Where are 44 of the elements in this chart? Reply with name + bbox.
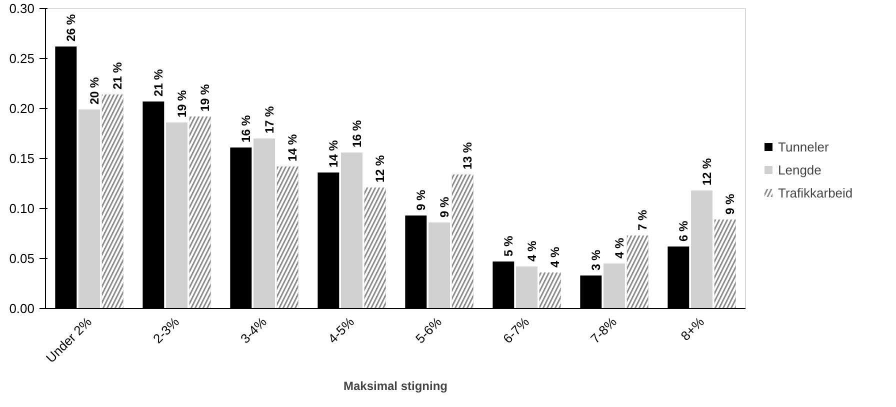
bar bbox=[254, 138, 275, 308]
bar bbox=[691, 190, 712, 308]
legend-label: Trafikkarbeid bbox=[778, 185, 853, 200]
data-label: 16 % bbox=[350, 120, 364, 148]
data-label: 20 % bbox=[87, 76, 102, 104]
data-label: 16 % bbox=[238, 114, 253, 142]
data-label: 6 % bbox=[676, 220, 690, 242]
data-label: 17 % bbox=[262, 106, 276, 134]
data-label: 4 % bbox=[548, 246, 562, 268]
bar bbox=[341, 152, 362, 308]
bar bbox=[166, 122, 188, 308]
data-label: 21 % bbox=[110, 62, 125, 90]
data-label: 7 % bbox=[636, 209, 650, 230]
data-label: 12 % bbox=[700, 158, 714, 186]
data-label: 9 % bbox=[723, 193, 738, 214]
data-label: 9 % bbox=[437, 196, 452, 218]
data-label: 5 % bbox=[501, 235, 516, 256]
bar bbox=[604, 264, 625, 308]
data-label: 26 % bbox=[64, 14, 78, 42]
data-label: 13 % bbox=[460, 142, 475, 170]
legend-label: Tunneler bbox=[778, 139, 829, 154]
x-tick-label: 8+% bbox=[678, 314, 708, 344]
data-label: 19 % bbox=[198, 84, 212, 112]
data-label: 9 % bbox=[414, 189, 428, 210]
y-tick-label: 0.20 bbox=[9, 101, 35, 116]
legend-label: Lengde bbox=[778, 162, 822, 177]
data-label: 4 % bbox=[524, 240, 539, 262]
y-tick-label: 0.15 bbox=[9, 151, 35, 166]
y-tick-label: 0.05 bbox=[9, 251, 35, 266]
data-label: 21 % bbox=[151, 68, 166, 96]
x-axis-title: Maksimal stigning bbox=[343, 378, 448, 393]
data-label: 14 % bbox=[286, 134, 300, 162]
data-label: 12 % bbox=[373, 154, 388, 182]
bar bbox=[516, 266, 538, 308]
data-label: 4 % bbox=[612, 237, 626, 258]
y-tick-label: 0.10 bbox=[9, 201, 35, 216]
data-label: 19 % bbox=[174, 90, 189, 118]
y-tick-label: 0.00 bbox=[9, 301, 35, 316]
data-label: 3 % bbox=[588, 249, 603, 270]
bar bbox=[428, 222, 450, 308]
bar bbox=[78, 110, 100, 308]
y-tick-label: 0.30 bbox=[9, 1, 35, 16]
y-tick-label: 0.25 bbox=[9, 51, 35, 66]
data-label: 14 % bbox=[326, 140, 340, 168]
